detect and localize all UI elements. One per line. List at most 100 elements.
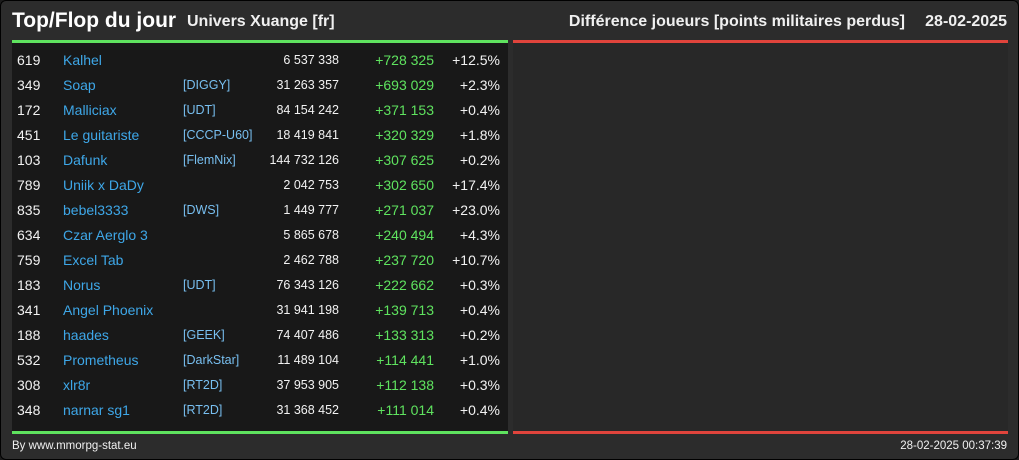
player-alliance-link[interactable]: [GEEK] (183, 328, 225, 342)
player-name-link[interactable]: Angel Phoenix (63, 302, 154, 318)
table-row: 341 Angel Phoenix 31 941 198 +139 713 +0.4% (12, 298, 508, 323)
universe-label: Univers Xuange [fr] (187, 13, 335, 30)
player-rank: 341 (17, 302, 41, 318)
player-rank: 183 (17, 277, 41, 293)
player-points: 31 941 198 (276, 303, 339, 317)
player-rank: 634 (17, 227, 41, 243)
player-name-link[interactable]: Malliciax (63, 102, 117, 118)
player-alliance-link[interactable]: [UDT] (183, 278, 216, 292)
player-points: 76 343 126 (276, 278, 339, 292)
player-rank: 188 (17, 327, 41, 343)
player-name-link[interactable]: bebel3333 (63, 202, 129, 218)
player-name-link[interactable]: Norus (63, 277, 101, 293)
player-percent-change: +17.4% (452, 177, 500, 193)
player-alliance-link[interactable]: [RT2D] (183, 403, 223, 417)
table-row: 451 Le guitariste [CCCP-U60] 18 419 841 +320… (12, 123, 508, 148)
player-percent-change: +0.3% (459, 377, 500, 393)
player-name-link[interactable]: Prometheus (63, 352, 139, 368)
player-alliance-link[interactable]: [UDT] (183, 103, 216, 117)
player-rank: 349 (17, 77, 41, 93)
player-name-link[interactable]: Uniik x DaDy (63, 177, 144, 193)
player-percent-change: +0.4% (459, 402, 500, 418)
player-points: 84 154 242 (276, 103, 339, 117)
player-alliance-link[interactable]: [CCCP-U60] (183, 128, 253, 142)
player-rank: 172 (17, 102, 41, 118)
table-row: 172 Malliciax [UDT] 84 154 242 +371 153 +0.4% (12, 98, 508, 123)
player-name-link[interactable]: Soap (63, 77, 96, 93)
flop-players-panel (513, 43, 1008, 431)
player-percent-change: +4.3% (459, 227, 500, 243)
player-rank: 308 (17, 377, 41, 393)
player-percent-change: +0.2% (459, 152, 500, 168)
table-row: 349 Soap [DIGGY] 31 263 357 +693 029 +2.3% (12, 73, 508, 98)
player-alliance-link[interactable]: [DarkStar] (183, 353, 240, 367)
header-date: 28-02-2025 (925, 13, 1007, 30)
page-title: Top/Flop du jour (12, 9, 177, 32)
player-rank: 789 (17, 177, 41, 193)
player-name-link[interactable]: Excel Tab (63, 252, 124, 268)
flop-section-divider (513, 40, 1008, 43)
player-rank: 759 (17, 252, 41, 268)
table-row: 619 Kalhel 6 537 338 +728 325 +12.5% (12, 48, 508, 73)
player-alliance-link[interactable]: [DWS] (183, 203, 220, 217)
player-points-diff: +133 313 (375, 327, 434, 343)
player-points: 1 449 777 (283, 203, 339, 217)
player-points-diff: +237 720 (375, 252, 434, 268)
player-alliance-link[interactable]: [FlemNix] (183, 153, 236, 167)
table-row: 308 xlr8r [RT2D] 37 953 905 +112 138 +0.3% (12, 373, 508, 398)
player-points: 11 489 104 (277, 353, 339, 367)
table-row: 188 haades [GEEK] 74 407 486 +133 313 +0.2% (12, 323, 508, 348)
player-points: 144 732 126 (269, 153, 339, 167)
player-percent-change: +2.3% (459, 77, 500, 93)
player-points: 6 537 338 (283, 53, 339, 67)
player-name-link[interactable]: narnar sg1 (63, 402, 130, 418)
player-percent-change: +0.4% (459, 302, 500, 318)
table-row: 348 narnar sg1 [RT2D] 31 368 452 +111 014 +0.… (12, 398, 508, 423)
player-points-diff: +693 029 (375, 77, 434, 93)
player-percent-change: +12.5% (452, 52, 500, 68)
credit-link[interactable]: By www.mmorpg-stat.eu (12, 440, 137, 452)
player-points-diff: +302 650 (375, 177, 434, 193)
player-alliance-link[interactable]: [RT2D] (183, 378, 223, 392)
player-points-diff: +240 494 (375, 227, 434, 243)
player-points-diff: +728 325 (375, 52, 434, 68)
player-rank: 451 (17, 127, 41, 143)
player-percent-change: +0.3% (459, 277, 500, 293)
player-points: 2 462 788 (283, 253, 339, 267)
player-points: 2 042 753 (283, 178, 339, 192)
player-rank: 532 (17, 352, 41, 368)
table-row: 532 Prometheus [DarkStar] 11 489 104 +114 44… (12, 348, 508, 373)
player-name-link[interactable]: xlr8r (63, 377, 91, 393)
top-players-list: 619 Kalhel 6 537 338 +728 325 +12.5% 349 Soap [… (12, 48, 508, 423)
table-row: 759 Excel Tab 2 462 788 +237 720 +10.7% (12, 248, 508, 273)
table-row: 789 Uniik x DaDy 2 042 753 +302 650 +17.4% (12, 173, 508, 198)
table-row: 835 bebel3333 [DWS] 1 449 777 +271 037 +23.0% (12, 198, 508, 223)
player-name-link[interactable]: Le guitariste (63, 127, 140, 143)
player-percent-change: +1.8% (459, 127, 500, 143)
player-points-diff: +112 138 (376, 377, 434, 393)
player-rank: 619 (17, 52, 41, 68)
player-alliance-link[interactable]: [DIGGY] (183, 78, 231, 92)
table-row: 634 Czar Aerglo 3 5 865 678 +240 494 +4.3% (12, 223, 508, 248)
player-percent-change: +23.0% (452, 202, 500, 218)
player-rank: 348 (17, 402, 41, 418)
player-points: 31 263 357 (276, 78, 339, 92)
player-points-diff: +371 153 (375, 102, 434, 118)
player-name-link[interactable]: haades (63, 327, 109, 343)
player-name-link[interactable]: Kalhel (63, 52, 102, 68)
player-name-link[interactable]: Czar Aerglo 3 (63, 227, 148, 243)
player-percent-change: +0.4% (459, 102, 500, 118)
player-percent-change: +0.2% (459, 327, 500, 343)
player-name-link[interactable]: Dafunk (63, 152, 108, 168)
table-row: 103 Dafunk [FlemNix] 144 732 126 +307 625 +0.… (12, 148, 508, 173)
player-points: 31 368 452 (276, 403, 339, 417)
top-section-bottom-divider (12, 431, 508, 434)
player-points: 74 407 486 (276, 328, 339, 342)
player-points: 18 419 841 (276, 128, 339, 142)
player-percent-change: +10.7% (452, 252, 500, 268)
player-points-diff: +320 329 (375, 127, 434, 143)
metric-label: Différence joueurs [points militaires pe… (568, 13, 905, 30)
flop-section-bottom-divider (513, 431, 1008, 434)
player-points-diff: +307 625 (375, 152, 434, 168)
